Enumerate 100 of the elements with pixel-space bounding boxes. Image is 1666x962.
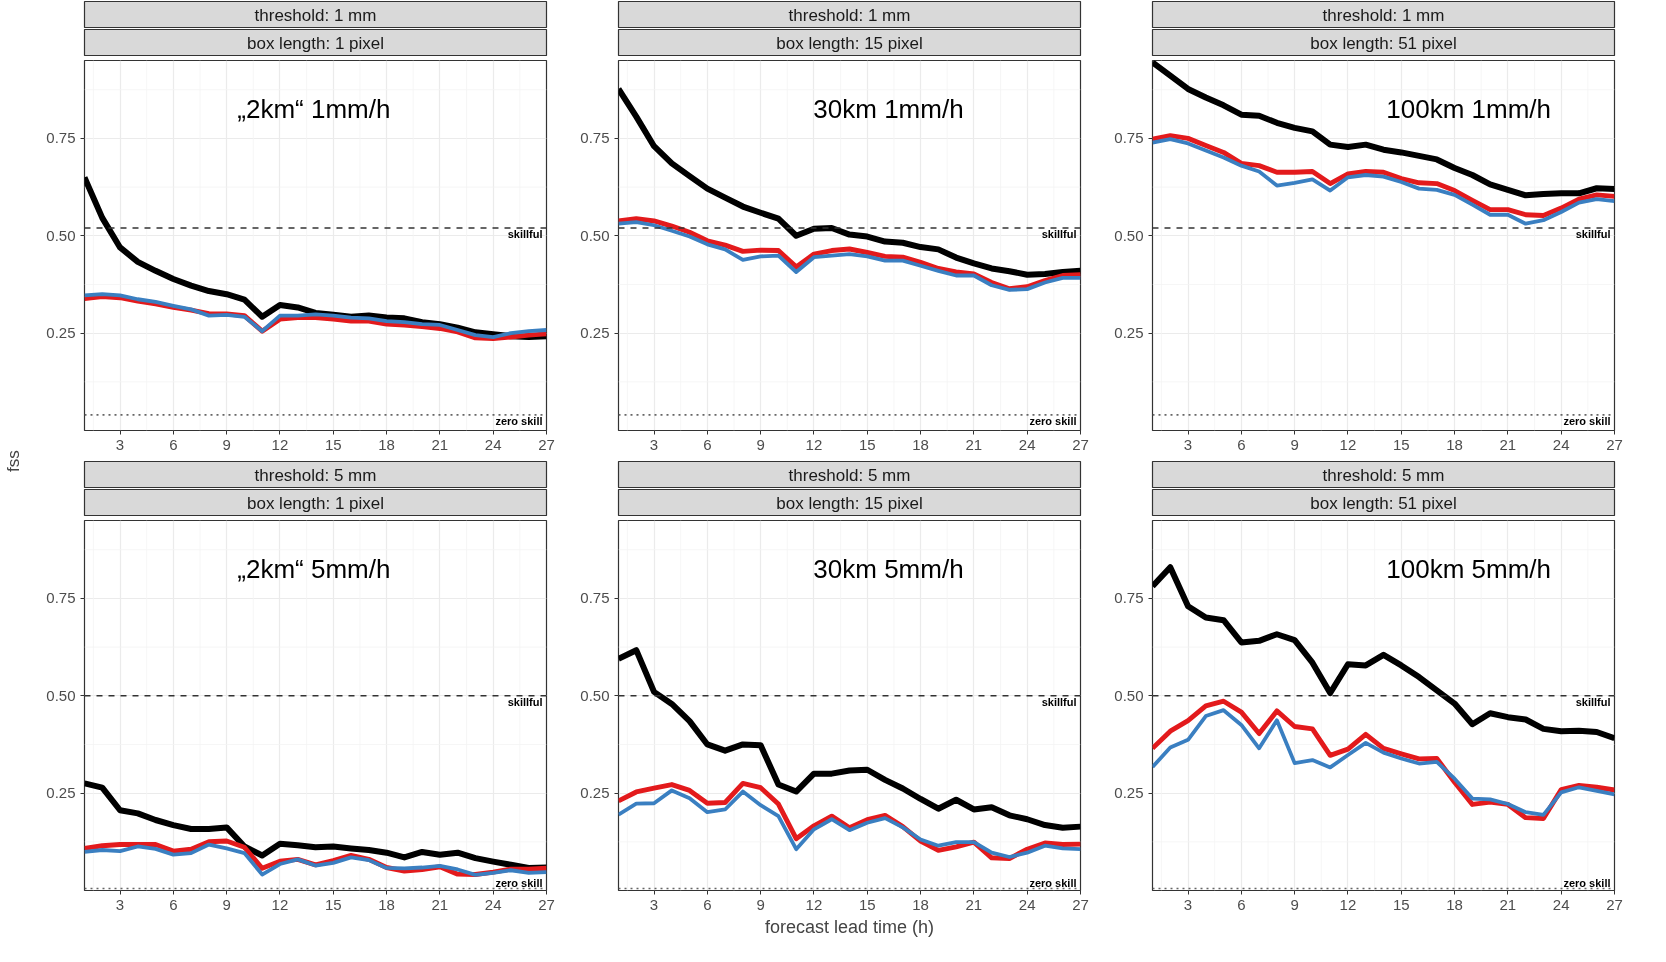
x-tick-label: 24 [1018, 895, 1036, 913]
annotation: 100km 1mm/h [1386, 93, 1552, 124]
chart-title: threshold: 1 mm [254, 5, 377, 25]
ref-line-label: zero skill [495, 876, 543, 889]
ref-line-label: skillful [507, 695, 543, 708]
chart-title: threshold: 5 mm [254, 465, 377, 485]
x-tick-label: 3 [115, 435, 125, 453]
x-tick-label: 27 [1072, 435, 1089, 453]
x-tick-label: 18 [912, 435, 929, 453]
x-tick-label: 15 [1392, 895, 1410, 913]
y-tick-label: 0.75 [1114, 589, 1144, 607]
chart-title: threshold: 5 mm [1322, 465, 1445, 485]
ref-line-label: zero skill [1563, 876, 1611, 889]
chart-subtitle: box length: 1 pixel [246, 493, 385, 513]
chart-subtitle: box length: 51 pixel [1310, 493, 1457, 513]
chart-subtitle: box length: 15 pixel [776, 33, 923, 53]
x-tick-label: 21 [1499, 895, 1517, 913]
y-tick-label: 0.50 [46, 226, 76, 244]
x-tick-label: 18 [1446, 435, 1463, 453]
annotation: „2km“ 1mm/h [237, 93, 391, 124]
ref-line-label: skillful [1041, 227, 1077, 240]
x-tick-label: 15 [324, 435, 342, 453]
x-tick-label: 3 [649, 435, 659, 453]
chart-title: threshold: 1 mm [1322, 5, 1445, 25]
annotation: 100km 5mm/h [1386, 553, 1552, 584]
x-tick-label: 27 [538, 435, 555, 453]
x-tick-label: 6 [169, 435, 178, 453]
x-tick-label: 24 [1552, 895, 1570, 913]
y-tick-label: 0.25 [580, 324, 610, 342]
x-tick-label: 9 [756, 435, 765, 453]
y-tick-label: 0.50 [46, 686, 76, 704]
x-tick-label: 12 [805, 895, 823, 913]
x-tick-label: 9 [1290, 435, 1299, 453]
y-tick-label: 0.25 [1114, 324, 1144, 342]
x-tick-label: 3 [1183, 435, 1193, 453]
chart-title: threshold: 1 mm [788, 5, 911, 25]
y-tick-label: 0.25 [46, 784, 76, 802]
x-tick-label: 9 [1290, 895, 1299, 913]
x-tick-label: 24 [1552, 435, 1570, 453]
x-tick-label: 12 [805, 435, 823, 453]
x-tick-label: 15 [858, 895, 876, 913]
chart-title: threshold: 5 mm [788, 465, 911, 485]
x-tick-label: 6 [703, 895, 712, 913]
x-tick-label: 21 [431, 435, 449, 453]
x-tick-label: 6 [1237, 895, 1246, 913]
x-tick-label: 21 [965, 435, 983, 453]
annotation: 30km 1mm/h [813, 93, 964, 124]
y-tick-label: 0.75 [46, 129, 76, 147]
ref-line-label: skillful [1575, 227, 1611, 240]
x-axis-title: forecast lead time (h) [764, 916, 935, 937]
x-tick-label: 15 [1392, 435, 1410, 453]
y-tick-label: 0.25 [580, 784, 610, 802]
x-tick-label: 9 [756, 895, 765, 913]
x-tick-label: 27 [538, 895, 555, 913]
x-tick-label: 12 [271, 435, 289, 453]
x-tick-label: 9 [222, 435, 231, 453]
y-tick-label: 0.75 [46, 589, 76, 607]
x-tick-label: 21 [965, 895, 983, 913]
y-axis-title: fss [4, 450, 24, 472]
x-tick-label: 27 [1606, 895, 1623, 913]
y-tick-label: 0.25 [1114, 784, 1144, 802]
y-tick-label: 0.50 [1114, 226, 1144, 244]
x-tick-label: 6 [169, 895, 178, 913]
x-tick-label: 9 [222, 895, 231, 913]
ref-line-label: zero skill [495, 414, 543, 427]
ref-line-label: skillful [1041, 695, 1077, 708]
x-tick-label: 21 [431, 895, 449, 913]
x-tick-label: 24 [484, 895, 502, 913]
x-tick-label: 24 [1018, 435, 1036, 453]
x-tick-label: 6 [703, 435, 712, 453]
ref-line-label: skillful [1575, 695, 1611, 708]
ref-line-label: zero skill [1563, 414, 1611, 427]
x-tick-label: 3 [1183, 895, 1193, 913]
y-tick-label: 0.75 [580, 589, 610, 607]
y-tick-label: 0.50 [580, 686, 610, 704]
chart-subtitle: box length: 15 pixel [776, 493, 923, 513]
y-tick-label: 0.50 [1114, 686, 1144, 704]
annotation: 30km 5mm/h [813, 553, 964, 584]
y-tick-label: 0.75 [580, 129, 610, 147]
x-tick-label: 15 [324, 895, 342, 913]
x-tick-label: 12 [1339, 895, 1357, 913]
y-tick-label: 0.50 [580, 226, 610, 244]
x-tick-label: 12 [271, 895, 289, 913]
ref-line-label: zero skill [1029, 414, 1077, 427]
y-tick-label: 0.25 [46, 324, 76, 342]
x-tick-label: 18 [1446, 895, 1463, 913]
chart-subtitle: box length: 51 pixel [1310, 33, 1457, 53]
x-tick-label: 3 [649, 895, 659, 913]
x-tick-label: 18 [912, 895, 929, 913]
x-tick-label: 12 [1339, 435, 1357, 453]
x-tick-label: 18 [378, 895, 395, 913]
x-tick-label: 24 [484, 435, 502, 453]
x-tick-label: 21 [1499, 435, 1517, 453]
x-tick-label: 15 [858, 435, 876, 453]
x-tick-label: 27 [1606, 435, 1623, 453]
ref-line-label: zero skill [1029, 876, 1077, 889]
x-tick-label: 6 [1237, 435, 1246, 453]
chart-subtitle: box length: 1 pixel [246, 33, 385, 53]
x-tick-label: 3 [115, 895, 125, 913]
annotation: „2km“ 5mm/h [237, 553, 391, 584]
